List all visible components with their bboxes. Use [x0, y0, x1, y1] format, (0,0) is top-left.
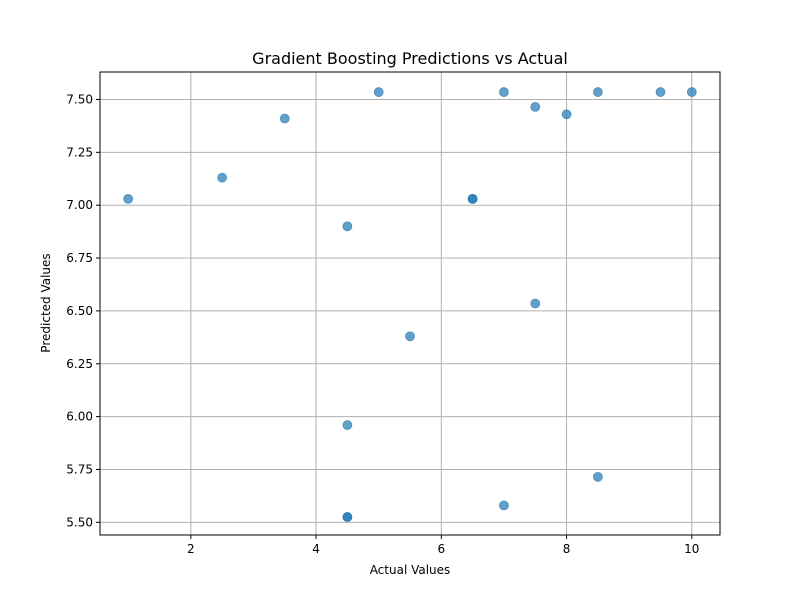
y-axis-label: Predicted Values — [39, 253, 53, 352]
chart-title: Gradient Boosting Predictions vs Actual — [252, 49, 568, 68]
points-layer — [123, 87, 697, 522]
y-tick-label: 5.75 — [66, 462, 93, 476]
scatter-point — [342, 420, 353, 430]
x-tick-label: 2 — [187, 542, 195, 556]
y-tick-label: 6.00 — [66, 410, 93, 424]
scatter-point — [592, 87, 603, 97]
y-tick-label: 6.50 — [66, 304, 93, 318]
y-tick-label: 5.50 — [66, 515, 93, 529]
scatter-point — [373, 87, 384, 97]
scatter-point — [217, 172, 228, 183]
y-tick-label: 7.25 — [66, 145, 93, 159]
x-tick-label: 6 — [437, 542, 445, 556]
x-tick-label: 10 — [684, 542, 699, 556]
scatter-point — [561, 109, 572, 120]
scatter-point — [405, 331, 415, 342]
scatter-point — [530, 298, 541, 309]
y-tick-label: 6.75 — [66, 251, 93, 265]
y-tick-label: 7.50 — [66, 92, 93, 106]
scatter-point — [686, 87, 697, 97]
scatter-point — [279, 113, 290, 124]
y-tick-label: 6.25 — [66, 357, 93, 371]
scatter-point — [499, 500, 509, 511]
scatter-point — [342, 512, 353, 522]
ticks-layer: 2 4 6 8 10 5.50 5.75 6.00 6.25 6.50 6.75 7.00 7.25 7.… — [66, 92, 699, 556]
x-tick-label: 8 — [563, 542, 571, 556]
scatter-point — [499, 87, 509, 97]
scatter-point — [530, 101, 541, 112]
scatter-point — [342, 221, 353, 232]
scatter-point — [123, 193, 134, 204]
plot-frame — [99, 71, 721, 536]
scatter-point — [655, 87, 666, 97]
grid-layer — [100, 72, 720, 535]
scatter-point — [592, 471, 603, 482]
scatter-point — [467, 193, 478, 204]
x-axis-label: Actual Values — [370, 563, 451, 577]
y-tick-label: 7.00 — [66, 198, 93, 212]
x-tick-label: 4 — [312, 542, 320, 556]
